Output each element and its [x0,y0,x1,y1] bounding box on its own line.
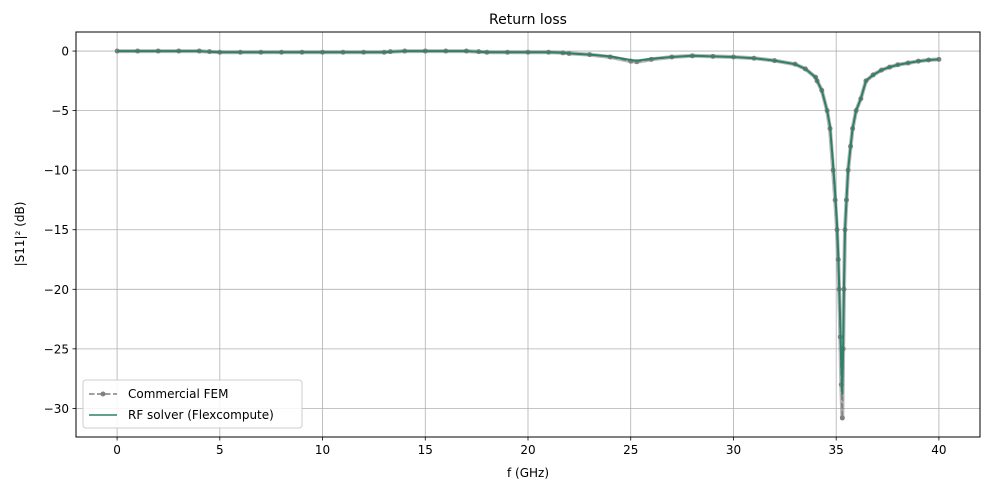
series-layer [114,48,942,421]
y-axis-label: |S11|² (dB) [13,202,27,267]
y-tick-label: −15 [44,223,69,237]
y-tick-label: −20 [44,283,69,297]
x-tick-label: 10 [315,443,330,457]
x-tick-label: 15 [418,443,433,457]
ticks: 0 5 10 15 20 25 30 35 40 0 −5 −10 −15 −20 −25 −30 [44,45,947,457]
y-tick-label: 0 [61,45,69,59]
grid [76,32,980,437]
legend-box [82,379,303,429]
x-tick-label: 40 [931,443,946,457]
legend: Commercial FEM RF solver (Flexcompute) [82,379,303,429]
x-tick-label: 20 [520,443,535,457]
data-point-commercial-fem [839,415,845,421]
data-point-commercial-fem [936,56,942,62]
x-tick-label: 35 [829,443,844,457]
x-tick-label: 5 [216,443,224,457]
y-tick-label: −30 [44,402,69,416]
x-axis-label: f (GHz) [507,466,549,480]
x-tick-label: 30 [726,443,741,457]
legend-marker-commercial-fem [100,391,106,397]
chart-title: Return loss [489,12,567,28]
y-tick-label: −10 [44,164,69,178]
y-tick-label: −25 [44,342,69,356]
data-point-commercial-fem [114,48,120,54]
x-tick-label: 0 [113,443,121,457]
x-tick-label: 25 [623,443,638,457]
legend-label-commercial-fem: Commercial FEM [128,387,228,401]
y-tick-label: −5 [51,104,69,118]
legend-label-rf-solver: RF solver (Flexcompute) [128,408,274,422]
series-line-rf-solver [117,50,939,396]
